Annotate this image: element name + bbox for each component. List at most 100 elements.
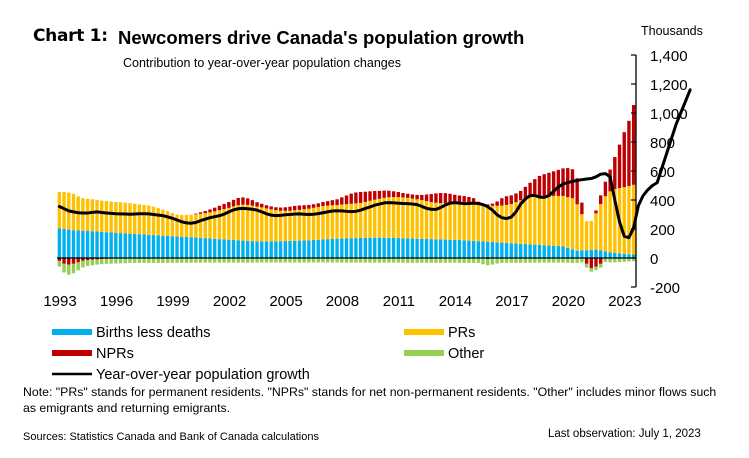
bar-nprs: [213, 207, 217, 212]
bar-births: [293, 240, 297, 258]
bar-nprs: [377, 190, 382, 199]
bar-prs: [264, 208, 269, 242]
bar-other: [580, 258, 584, 263]
bar-births: [283, 241, 287, 258]
legend-swatch-prs: [404, 329, 444, 335]
bar-other: [250, 258, 255, 263]
x-tick-label: 1999: [156, 293, 189, 310]
bar-prs: [453, 202, 457, 240]
bar-births: [631, 254, 636, 258]
bar-other: [118, 258, 123, 264]
bar-prs: [123, 202, 127, 234]
bar-nprs: [490, 203, 495, 206]
x-tick-label: 1996: [100, 293, 133, 310]
bar-other: [401, 258, 405, 263]
bar-prs: [382, 197, 386, 238]
x-tick-label: 2020: [552, 293, 585, 310]
bar-prs: [584, 221, 589, 251]
bar-nprs: [250, 200, 255, 206]
bar-other: [382, 258, 386, 263]
bar-other: [500, 258, 504, 263]
bar-nprs: [429, 194, 433, 203]
chart-number-label: Chart 1:: [33, 26, 108, 46]
bar-nprs: [269, 206, 273, 210]
bar-nprs: [533, 179, 537, 197]
bar-prs: [217, 210, 222, 240]
bar-births: [523, 244, 528, 258]
bar-births: [509, 243, 513, 258]
bar-prs: [321, 206, 325, 240]
bar-nprs-negative: [76, 258, 80, 263]
bar-nprs: [486, 204, 490, 206]
bar-other: [184, 258, 189, 263]
y-tick-label: 1,000: [650, 106, 688, 123]
bar-prs: [495, 205, 499, 243]
bar-births: [227, 239, 231, 258]
bar-births: [396, 238, 400, 258]
bar-births: [90, 231, 94, 258]
x-tick-label: 2008: [326, 293, 359, 310]
bar-nprs: [561, 168, 565, 196]
bar-births: [311, 240, 316, 258]
bar-prs: [533, 196, 537, 245]
bar-births: [184, 236, 189, 258]
bar-births: [165, 235, 170, 258]
bar-births: [528, 244, 532, 258]
bar-prs: [373, 199, 377, 238]
bar-births: [198, 237, 203, 258]
bar-nprs: [236, 197, 240, 206]
bar-births: [344, 238, 349, 258]
bar-other: [396, 258, 400, 263]
bar-nprs: [217, 205, 222, 211]
bar-births: [123, 233, 127, 258]
bar-other: [325, 258, 330, 263]
bar-nprs: [231, 199, 236, 207]
bar-nprs: [471, 198, 476, 203]
bar-births: [67, 229, 71, 258]
bar-other: [316, 258, 320, 263]
bar-nprs: [391, 191, 396, 198]
bar-other: [368, 258, 372, 263]
bar-prs: [509, 204, 513, 244]
bar-prs: [269, 209, 273, 242]
bar-other: [62, 263, 66, 273]
bar-prs: [358, 202, 363, 238]
bar-prs: [198, 213, 203, 238]
bar-prs: [231, 206, 236, 241]
bar-other: [504, 258, 509, 263]
bar-prs: [85, 198, 90, 232]
bar-prs: [603, 196, 608, 252]
bar-prs: [599, 204, 603, 251]
bar-births: [481, 241, 485, 258]
bar-prs: [330, 205, 335, 239]
bar-births: [222, 239, 226, 258]
bar-births: [410, 238, 415, 258]
bar-nprs: [453, 194, 457, 203]
bar-nprs: [330, 200, 335, 206]
bar-births: [100, 231, 104, 258]
bar-prs: [335, 205, 339, 239]
bar-prs: [566, 197, 570, 248]
bar-prs: [311, 207, 316, 241]
bar-births: [467, 240, 471, 258]
bar-nprs: [457, 195, 462, 203]
bar-births: [448, 239, 452, 258]
bar-births: [349, 238, 353, 258]
bar-births: [453, 239, 457, 259]
bar-nprs-negative: [81, 258, 85, 261]
bar-births: [608, 252, 612, 258]
bar-other: [495, 258, 499, 264]
bar-births: [537, 244, 542, 258]
bar-prs: [551, 195, 556, 246]
bar-other: [241, 258, 245, 263]
bar-prs: [57, 192, 62, 229]
bar-prs: [486, 205, 490, 242]
bar-other: [245, 258, 250, 263]
bar-births: [76, 230, 80, 258]
bar-prs: [448, 203, 452, 240]
bar-prs: [556, 195, 561, 247]
bar-other: [377, 258, 382, 263]
bar-nprs: [580, 202, 584, 215]
bar-other: [104, 258, 109, 264]
bar-other: [584, 263, 589, 268]
